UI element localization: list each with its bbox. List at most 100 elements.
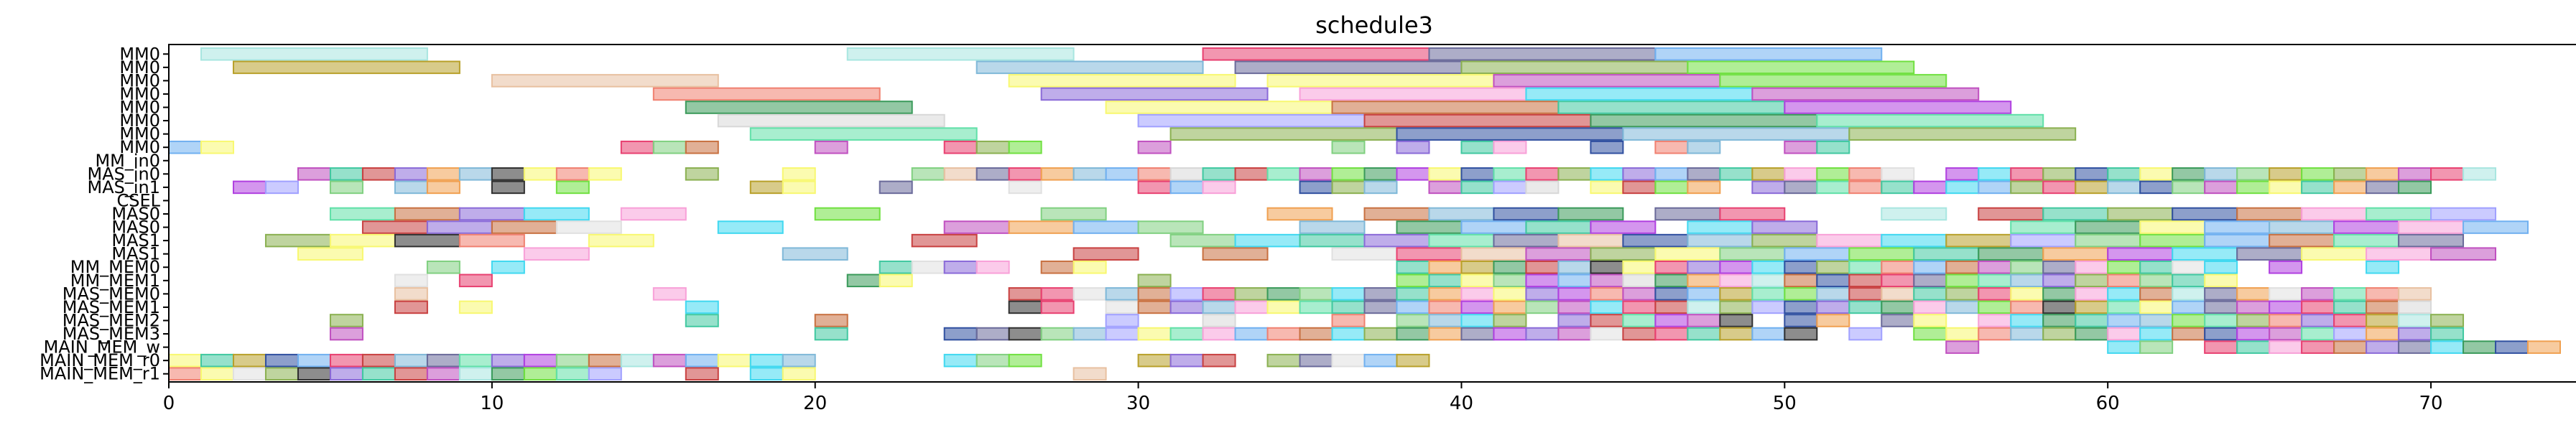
task-bar: [1460, 140, 1495, 154]
task-bar: [2333, 287, 2368, 301]
task-bar: [2172, 180, 2206, 195]
y-tick-label: MAS1: [111, 244, 160, 264]
task-bar: [1622, 180, 1657, 195]
task-bar: [2204, 300, 2238, 314]
task-bar: [1816, 233, 1883, 248]
y-tick-label: MAS_MEM2: [62, 310, 160, 330]
task-bar: [1848, 180, 1883, 195]
task-bar: [1978, 247, 2044, 261]
task-bar: [2107, 207, 2174, 221]
task-bar: [1460, 260, 1495, 274]
task-bar: [943, 220, 1010, 234]
task-bar: [1105, 300, 1139, 314]
task-bar: [2010, 220, 2077, 234]
task-bar: [1654, 247, 1721, 261]
task-bar: [2366, 260, 2400, 274]
task-bar: [717, 220, 784, 234]
task-bar: [1234, 327, 1269, 341]
task-bar: [782, 167, 816, 181]
task-bar: [2075, 300, 2109, 314]
task-bar: [1493, 207, 1560, 221]
task-bar: [2301, 247, 2368, 261]
y-tick-label: MM_in0: [95, 151, 160, 171]
task-bar: [1784, 314, 1818, 327]
task-bar: [523, 353, 557, 368]
task-bar: [1881, 207, 1947, 221]
task-bar: [1590, 274, 1624, 288]
task-bar: [2139, 260, 2174, 274]
task-bar: [2139, 340, 2174, 354]
task-bar: [1428, 327, 1463, 341]
task-bar: [523, 167, 557, 181]
task-bar: [2301, 327, 2335, 341]
task-bar: [1493, 233, 1560, 248]
task-bar: [685, 300, 719, 314]
task-bar: [1622, 274, 1657, 288]
task-bar: [1719, 300, 1753, 314]
task-bar: [2042, 287, 2077, 301]
x-tick-label: 40: [1450, 393, 1473, 414]
task-bar: [426, 367, 460, 381]
task-bar: [1622, 233, 1689, 248]
task-bar: [1331, 287, 1366, 301]
task-bar: [1978, 274, 2012, 288]
task-bar: [1719, 247, 1786, 261]
task-bar: [232, 180, 267, 195]
task-bar: [1072, 367, 1107, 381]
task-bar: [491, 367, 525, 381]
y-tick-label: MM0: [119, 137, 160, 157]
task-bar: [2398, 167, 2432, 181]
task-bar: [1169, 353, 1204, 368]
task-bar: [2430, 207, 2497, 221]
y-tick-label: MAIN_MEM_r0: [40, 350, 160, 370]
task-bar: [911, 167, 945, 181]
task-bar: [2172, 327, 2206, 341]
task-bar: [1072, 220, 1139, 234]
task-bar: [2366, 340, 2400, 354]
task-bar: [361, 353, 396, 368]
task-bar: [1040, 87, 1269, 101]
task-bar: [1428, 207, 1495, 221]
task-bar: [2398, 300, 2432, 314]
task-bar: [2172, 207, 2238, 221]
task-bar: [1687, 60, 1915, 75]
task-bar: [1557, 327, 1592, 341]
task-bar: [1493, 167, 1527, 181]
task-bar: [1137, 327, 1172, 341]
task-bar: [1654, 47, 1883, 61]
task-bar: [782, 247, 848, 261]
task-bar: [652, 140, 687, 154]
task-bar: [1072, 260, 1107, 274]
task-bar: [1396, 300, 1430, 314]
task-bar: [2236, 300, 2271, 314]
task-bar: [588, 367, 622, 381]
task-bar: [1137, 113, 1366, 128]
task-bar: [1202, 180, 1236, 195]
task-bar: [1557, 314, 1592, 327]
y-tick-label: MAS1: [111, 230, 160, 251]
task-bar: [232, 353, 267, 368]
task-bar: [1751, 274, 1786, 288]
task-bar: [458, 367, 493, 381]
task-bar: [1299, 300, 1333, 314]
task-bar: [846, 274, 881, 288]
task-bar: [2495, 340, 2529, 354]
task-bar: [2042, 247, 2109, 261]
task-bar: [2333, 167, 2368, 181]
task-bar: [426, 180, 460, 195]
task-bar: [1460, 314, 1495, 327]
task-bar: [1687, 274, 1721, 288]
task-bar: [1784, 287, 1818, 301]
task-bar: [555, 180, 590, 195]
task-bar: [1751, 87, 1980, 101]
task-bar: [1751, 167, 1786, 181]
task-bar: [2139, 220, 2206, 234]
task-bar: [749, 353, 784, 368]
task-bar: [2333, 314, 2368, 327]
task-bar: [1525, 260, 1560, 274]
task-bar: [1719, 274, 1753, 288]
task-bar: [1687, 314, 1721, 327]
task-bar: [1557, 101, 1786, 114]
task-bar: [1396, 140, 1430, 154]
task-bar: [1234, 167, 1269, 181]
